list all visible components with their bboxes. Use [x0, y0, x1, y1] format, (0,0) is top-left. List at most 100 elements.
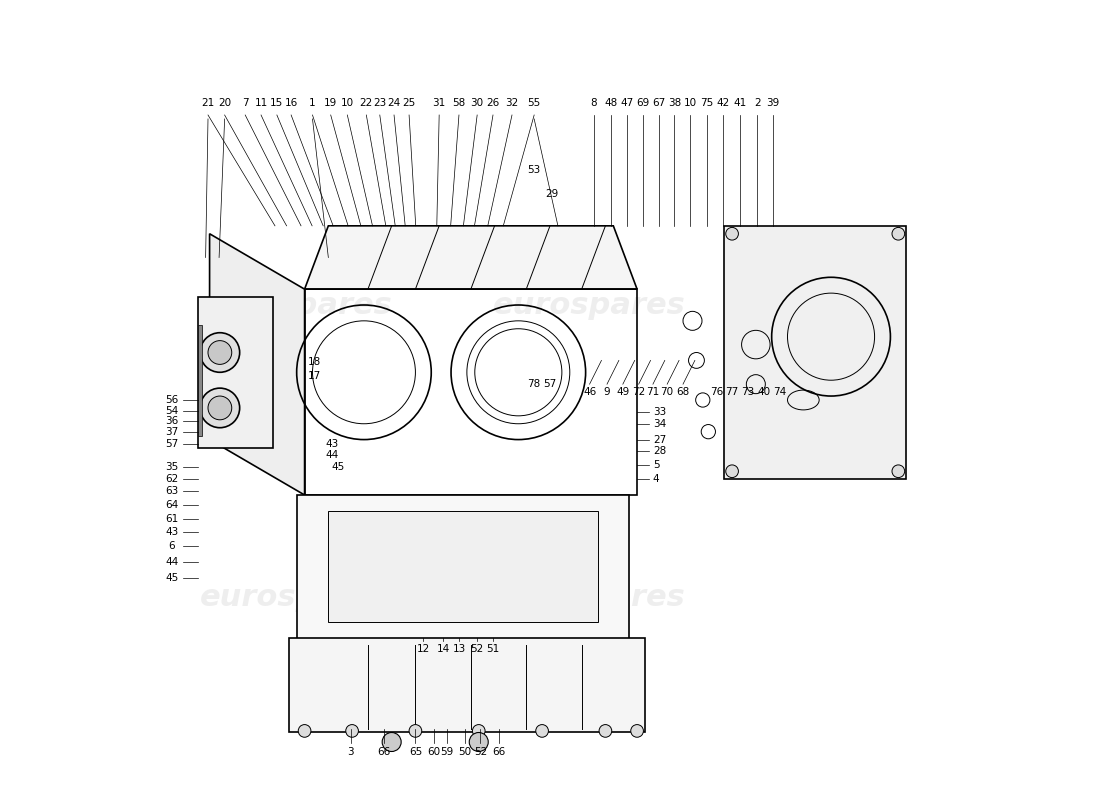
Text: 51: 51 [486, 644, 499, 654]
Text: 7: 7 [242, 98, 249, 108]
Circle shape [472, 725, 485, 738]
Text: 16: 16 [285, 98, 298, 108]
Text: 60: 60 [427, 747, 440, 758]
Text: 31: 31 [432, 98, 446, 108]
Polygon shape [198, 297, 273, 447]
Text: 30: 30 [471, 98, 484, 108]
Circle shape [200, 388, 240, 428]
Text: 70: 70 [661, 387, 673, 397]
Text: 43: 43 [165, 527, 178, 538]
Text: 1: 1 [309, 98, 316, 108]
Text: 9: 9 [604, 387, 611, 397]
Text: 26: 26 [486, 98, 499, 108]
Text: 12: 12 [417, 644, 430, 654]
Text: 64: 64 [165, 499, 178, 510]
Circle shape [208, 396, 232, 420]
Text: 8: 8 [591, 98, 597, 108]
Text: 52: 52 [474, 747, 487, 758]
Text: 28: 28 [653, 446, 667, 457]
Text: 10: 10 [341, 98, 354, 108]
Text: 50: 50 [458, 747, 471, 758]
Text: 66: 66 [377, 747, 390, 758]
Polygon shape [210, 234, 305, 495]
Text: 6: 6 [168, 542, 175, 551]
Text: 57: 57 [543, 379, 557, 389]
Text: 67: 67 [652, 98, 666, 108]
Text: 49: 49 [616, 387, 629, 397]
Text: 3: 3 [348, 747, 354, 758]
Text: 27: 27 [653, 434, 667, 445]
Text: 45: 45 [165, 573, 178, 583]
Text: 38: 38 [668, 98, 681, 108]
Text: 5: 5 [653, 460, 660, 470]
Circle shape [470, 733, 488, 751]
Text: 54: 54 [165, 406, 178, 416]
Text: 62: 62 [165, 474, 178, 484]
Circle shape [892, 465, 904, 478]
Text: 57: 57 [165, 438, 178, 449]
Circle shape [345, 725, 359, 738]
Text: 33: 33 [653, 407, 667, 417]
Text: eurospares: eurospares [200, 290, 393, 319]
Text: 37: 37 [165, 426, 178, 437]
Text: 75: 75 [700, 98, 714, 108]
Text: 17: 17 [308, 371, 321, 382]
Text: 41: 41 [734, 98, 747, 108]
Text: 45: 45 [331, 462, 344, 472]
Polygon shape [305, 226, 637, 289]
Circle shape [536, 725, 549, 738]
Circle shape [298, 725, 311, 738]
Text: 34: 34 [653, 418, 667, 429]
Text: 55: 55 [528, 98, 541, 108]
Circle shape [409, 725, 421, 738]
Text: 22: 22 [360, 98, 373, 108]
Circle shape [600, 725, 612, 738]
Text: 44: 44 [326, 450, 339, 461]
Text: 71: 71 [647, 387, 660, 397]
Text: 74: 74 [773, 387, 786, 397]
Text: 25: 25 [403, 98, 416, 108]
Text: 68: 68 [676, 387, 690, 397]
Text: eurospares: eurospares [493, 290, 686, 319]
Text: 43: 43 [326, 438, 339, 449]
Text: 40: 40 [757, 387, 770, 397]
Text: 20: 20 [218, 98, 231, 108]
Text: 2: 2 [755, 98, 761, 108]
Text: 10: 10 [683, 98, 696, 108]
Text: 77: 77 [726, 387, 739, 397]
Text: 4: 4 [653, 474, 660, 484]
Text: 48: 48 [604, 98, 617, 108]
Text: 36: 36 [165, 416, 178, 426]
Text: 42: 42 [716, 98, 729, 108]
Text: 29: 29 [544, 189, 558, 199]
Text: 44: 44 [165, 558, 178, 567]
Text: 59: 59 [440, 747, 453, 758]
Text: 39: 39 [767, 98, 780, 108]
Text: 76: 76 [710, 387, 723, 397]
Text: 11: 11 [254, 98, 267, 108]
Text: 35: 35 [165, 462, 178, 472]
Circle shape [892, 227, 904, 240]
Circle shape [726, 465, 738, 478]
Text: 53: 53 [528, 166, 541, 175]
Text: 14: 14 [437, 644, 450, 654]
Text: 63: 63 [165, 486, 178, 496]
Text: 24: 24 [387, 98, 400, 108]
Text: 32: 32 [505, 98, 518, 108]
Text: 52: 52 [471, 644, 484, 654]
Text: 18: 18 [308, 357, 321, 367]
Polygon shape [289, 638, 645, 733]
Text: 72: 72 [632, 387, 646, 397]
Text: 78: 78 [528, 379, 541, 389]
Text: 58: 58 [452, 98, 465, 108]
Text: eurospares: eurospares [493, 583, 686, 613]
Text: 13: 13 [452, 644, 465, 654]
Polygon shape [328, 511, 597, 622]
Text: 66: 66 [492, 747, 505, 758]
Text: 23: 23 [373, 98, 386, 108]
Text: 61: 61 [165, 514, 178, 524]
Polygon shape [297, 495, 629, 646]
Polygon shape [724, 226, 906, 479]
Circle shape [382, 733, 402, 751]
Text: 56: 56 [165, 395, 178, 405]
